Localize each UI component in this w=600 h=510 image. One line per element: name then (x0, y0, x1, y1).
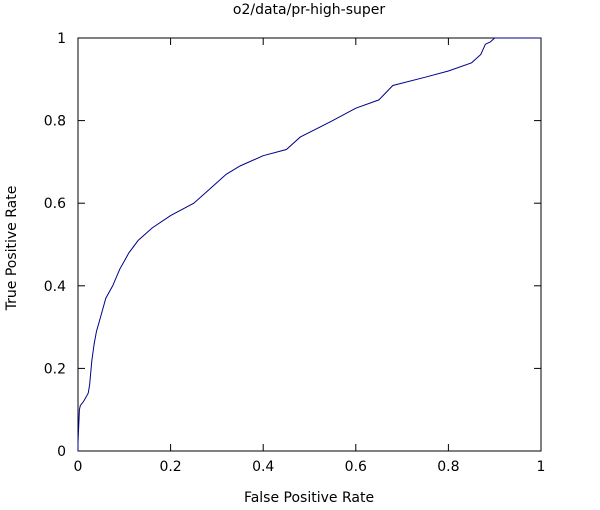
plot-frame (77, 37, 542, 452)
chart-title: o2/data/pr-high-super (233, 2, 385, 18)
y-tick-label: 1 (57, 31, 66, 47)
x-tick-label: 0.8 (437, 459, 459, 475)
x-tick-label: 0.2 (159, 459, 181, 475)
y-tick-label: 0.6 (44, 196, 66, 212)
roc-curve (77, 37, 541, 451)
x-tick-label: 0.4 (252, 459, 274, 475)
axis-tick-labels: 0 0.2 0.4 0.6 0.8 1 0 0.2 0.4 0.6 0.8 1 (44, 31, 546, 475)
y-tick-label: 0 (57, 444, 66, 460)
y-tick-label: 0.4 (44, 279, 66, 295)
x-tick-label: 1 (537, 459, 546, 475)
y-tick-label: 0.8 (44, 114, 66, 130)
x-tick-label: 0.6 (345, 459, 367, 475)
x-tick-label: 0 (74, 459, 83, 475)
y-tick-label: 0.2 (44, 361, 66, 377)
x-axis-label: False Positive Rate (244, 490, 374, 506)
y-axis-label: True Positive Rate (4, 186, 20, 312)
axis-ticks (77, 37, 542, 452)
